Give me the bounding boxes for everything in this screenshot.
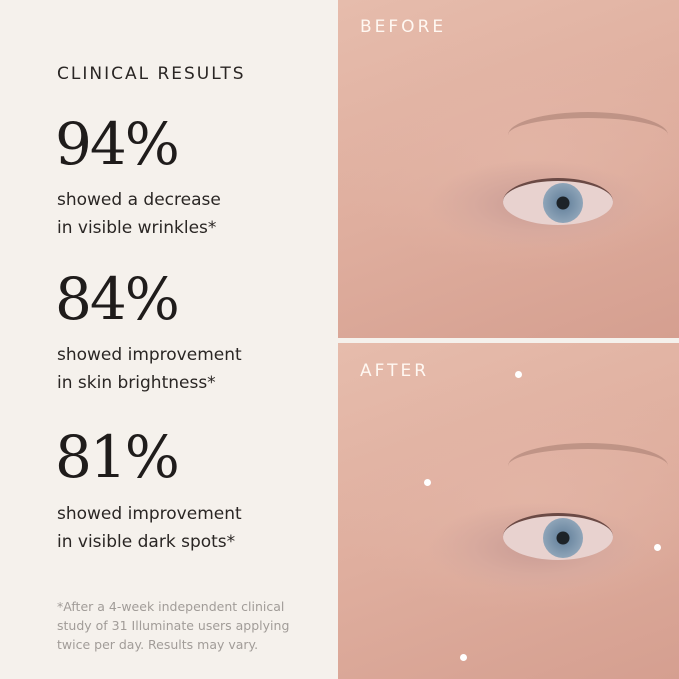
eye	[503, 513, 613, 560]
sparkle-dot	[515, 371, 522, 378]
stat-description: showed improvement in visible dark spots…	[57, 504, 242, 552]
stat-value: 84%	[55, 265, 180, 333]
stat-value: 94%	[55, 110, 180, 178]
before-label: BEFORE	[360, 17, 447, 37]
stat-value: 81%	[55, 423, 180, 491]
after-photo: AFTER	[338, 343, 679, 679]
sparkle-dot	[460, 654, 467, 661]
stat-description: showed a decrease in visible wrinkles*	[57, 190, 221, 238]
results-panel: CLINICAL RESULTS 94% showed a decrease i…	[0, 0, 338, 679]
footnote: *After a 4-week independent clinical stu…	[57, 599, 290, 652]
sparkle-dot	[654, 544, 661, 551]
sparkle-dot	[424, 479, 431, 486]
section-heading: CLINICAL RESULTS	[57, 64, 246, 84]
iris	[543, 518, 583, 558]
iris	[543, 183, 583, 223]
stat-description: showed improvement in skin brightness*	[57, 345, 242, 393]
eyebrow	[508, 112, 668, 158]
eyebrow	[508, 443, 668, 489]
before-photo: BEFORE	[338, 0, 679, 338]
after-label: AFTER	[360, 361, 430, 381]
eye	[503, 178, 613, 225]
